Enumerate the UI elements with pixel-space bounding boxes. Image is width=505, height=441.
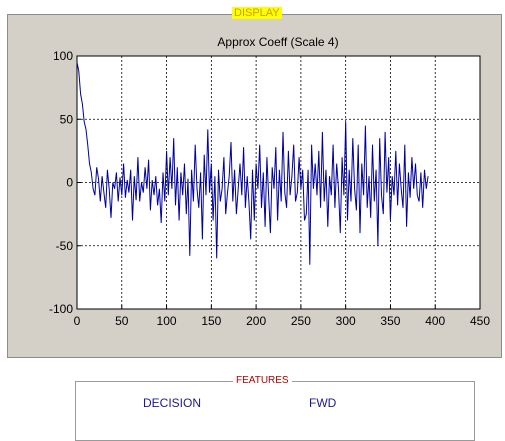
chart-canvas: 0 50 100 150 200 250 300 350 400 450 -100 -50 0 50 100… xyxy=(49,35,490,328)
x-tick-label: 450 xyxy=(470,314,490,328)
series-line xyxy=(76,62,429,265)
y-tick-label: 0 xyxy=(66,176,73,190)
x-tick-label: 250 xyxy=(291,314,311,328)
x-tick-label: 100 xyxy=(157,314,177,328)
tick-labels: 0 50 100 150 200 250 300 350 400 450 -100 -50 0 50 100 xyxy=(49,49,490,328)
features-title: FEATURES xyxy=(233,375,292,387)
y-tick-label: 100 xyxy=(53,49,73,63)
x-tick-label: 50 xyxy=(115,314,129,328)
x-tick-label: 200 xyxy=(246,314,266,328)
display-panel-title: DISPLAY xyxy=(232,7,282,19)
x-tick-label: 0 xyxy=(74,314,81,328)
x-tick-label: 150 xyxy=(201,314,221,328)
y-tick-label: -100 xyxy=(49,302,73,316)
axis-ticks xyxy=(76,55,481,310)
features-group xyxy=(75,381,475,441)
x-tick-label: 300 xyxy=(336,314,356,328)
chart-title: Approx Coeff (Scale 4) xyxy=(217,35,338,49)
fwd-button[interactable]: FWD xyxy=(309,396,337,410)
y-tick-label: -50 xyxy=(56,239,74,253)
x-tick-label: 400 xyxy=(425,314,445,328)
decision-button[interactable]: DECISION xyxy=(143,396,202,410)
y-tick-label: 50 xyxy=(60,112,74,126)
x-tick-label: 350 xyxy=(380,314,400,328)
